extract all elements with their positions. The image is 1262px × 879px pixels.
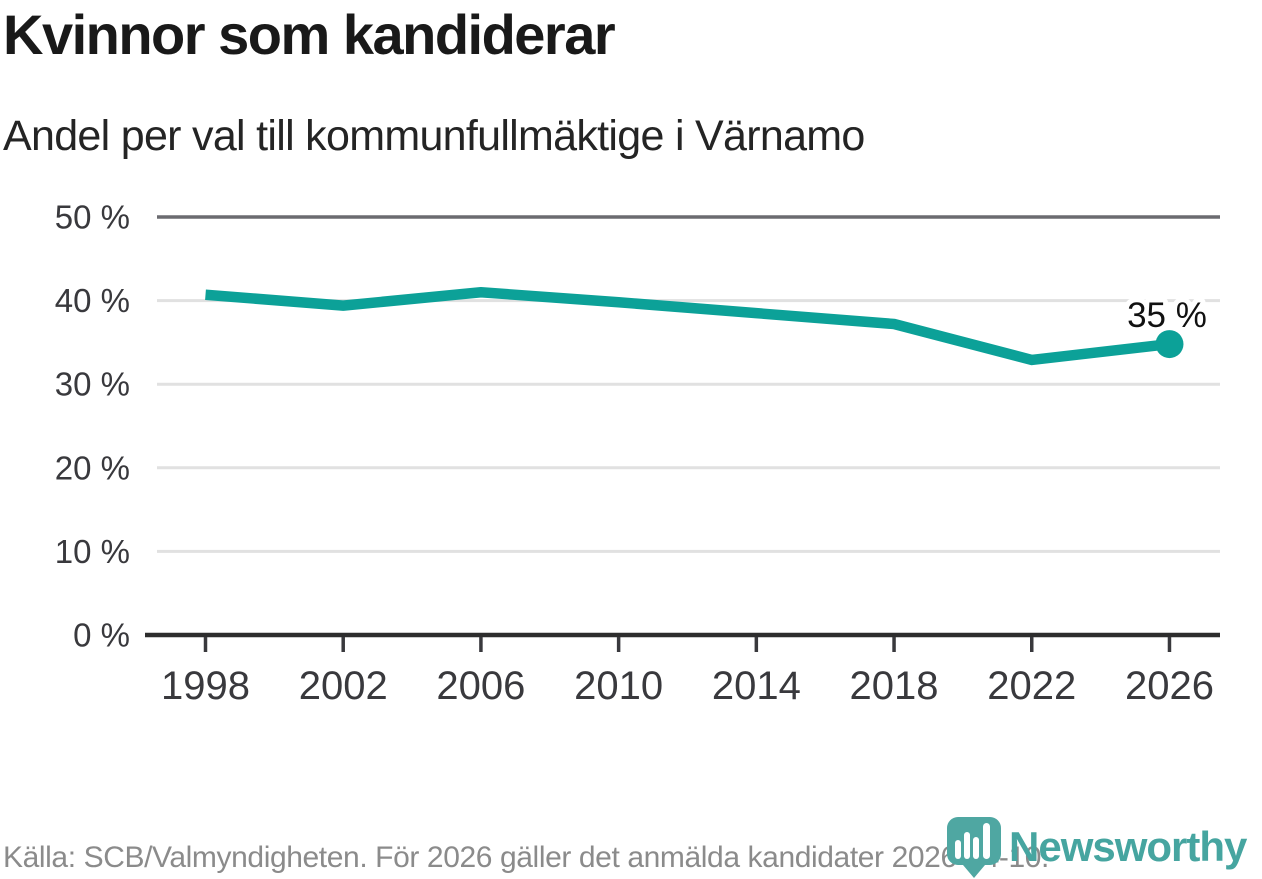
source-note: Källa: SCB/Valmyndigheten. För 2026 gäll… — [3, 841, 1049, 874]
x-axis-label: 2002 — [299, 664, 388, 708]
x-axis-label: 2022 — [987, 664, 1076, 708]
page-subtitle: Andel per val till kommunfullmäktige i V… — [3, 112, 865, 160]
y-axis-label: 0 % — [73, 617, 130, 654]
y-axis-label: 50 % — [55, 199, 130, 236]
newsworthy-pin-barchart-icon — [947, 817, 1001, 878]
series-end-dot — [1155, 330, 1184, 359]
x-axis-label: 2026 — [1125, 664, 1214, 708]
y-axis-label: 40 % — [55, 282, 130, 319]
x-axis-label: 2010 — [574, 664, 663, 708]
y-axis-label: 30 % — [55, 366, 130, 403]
x-axis-label: 2006 — [436, 664, 525, 708]
y-axis-label: 10 % — [55, 533, 130, 570]
x-axis-label: 2014 — [712, 664, 801, 708]
newsworthy-wordmark: Newsworthy — [1009, 823, 1247, 870]
y-axis-label: 20 % — [55, 449, 130, 486]
page-title: Kvinnor som kandiderar — [3, 3, 616, 66]
series-line — [205, 286, 1171, 366]
x-axis-label: 1998 — [161, 664, 250, 708]
series-end-label: 35 % — [1127, 296, 1207, 335]
x-axis-label: 2018 — [850, 664, 939, 708]
